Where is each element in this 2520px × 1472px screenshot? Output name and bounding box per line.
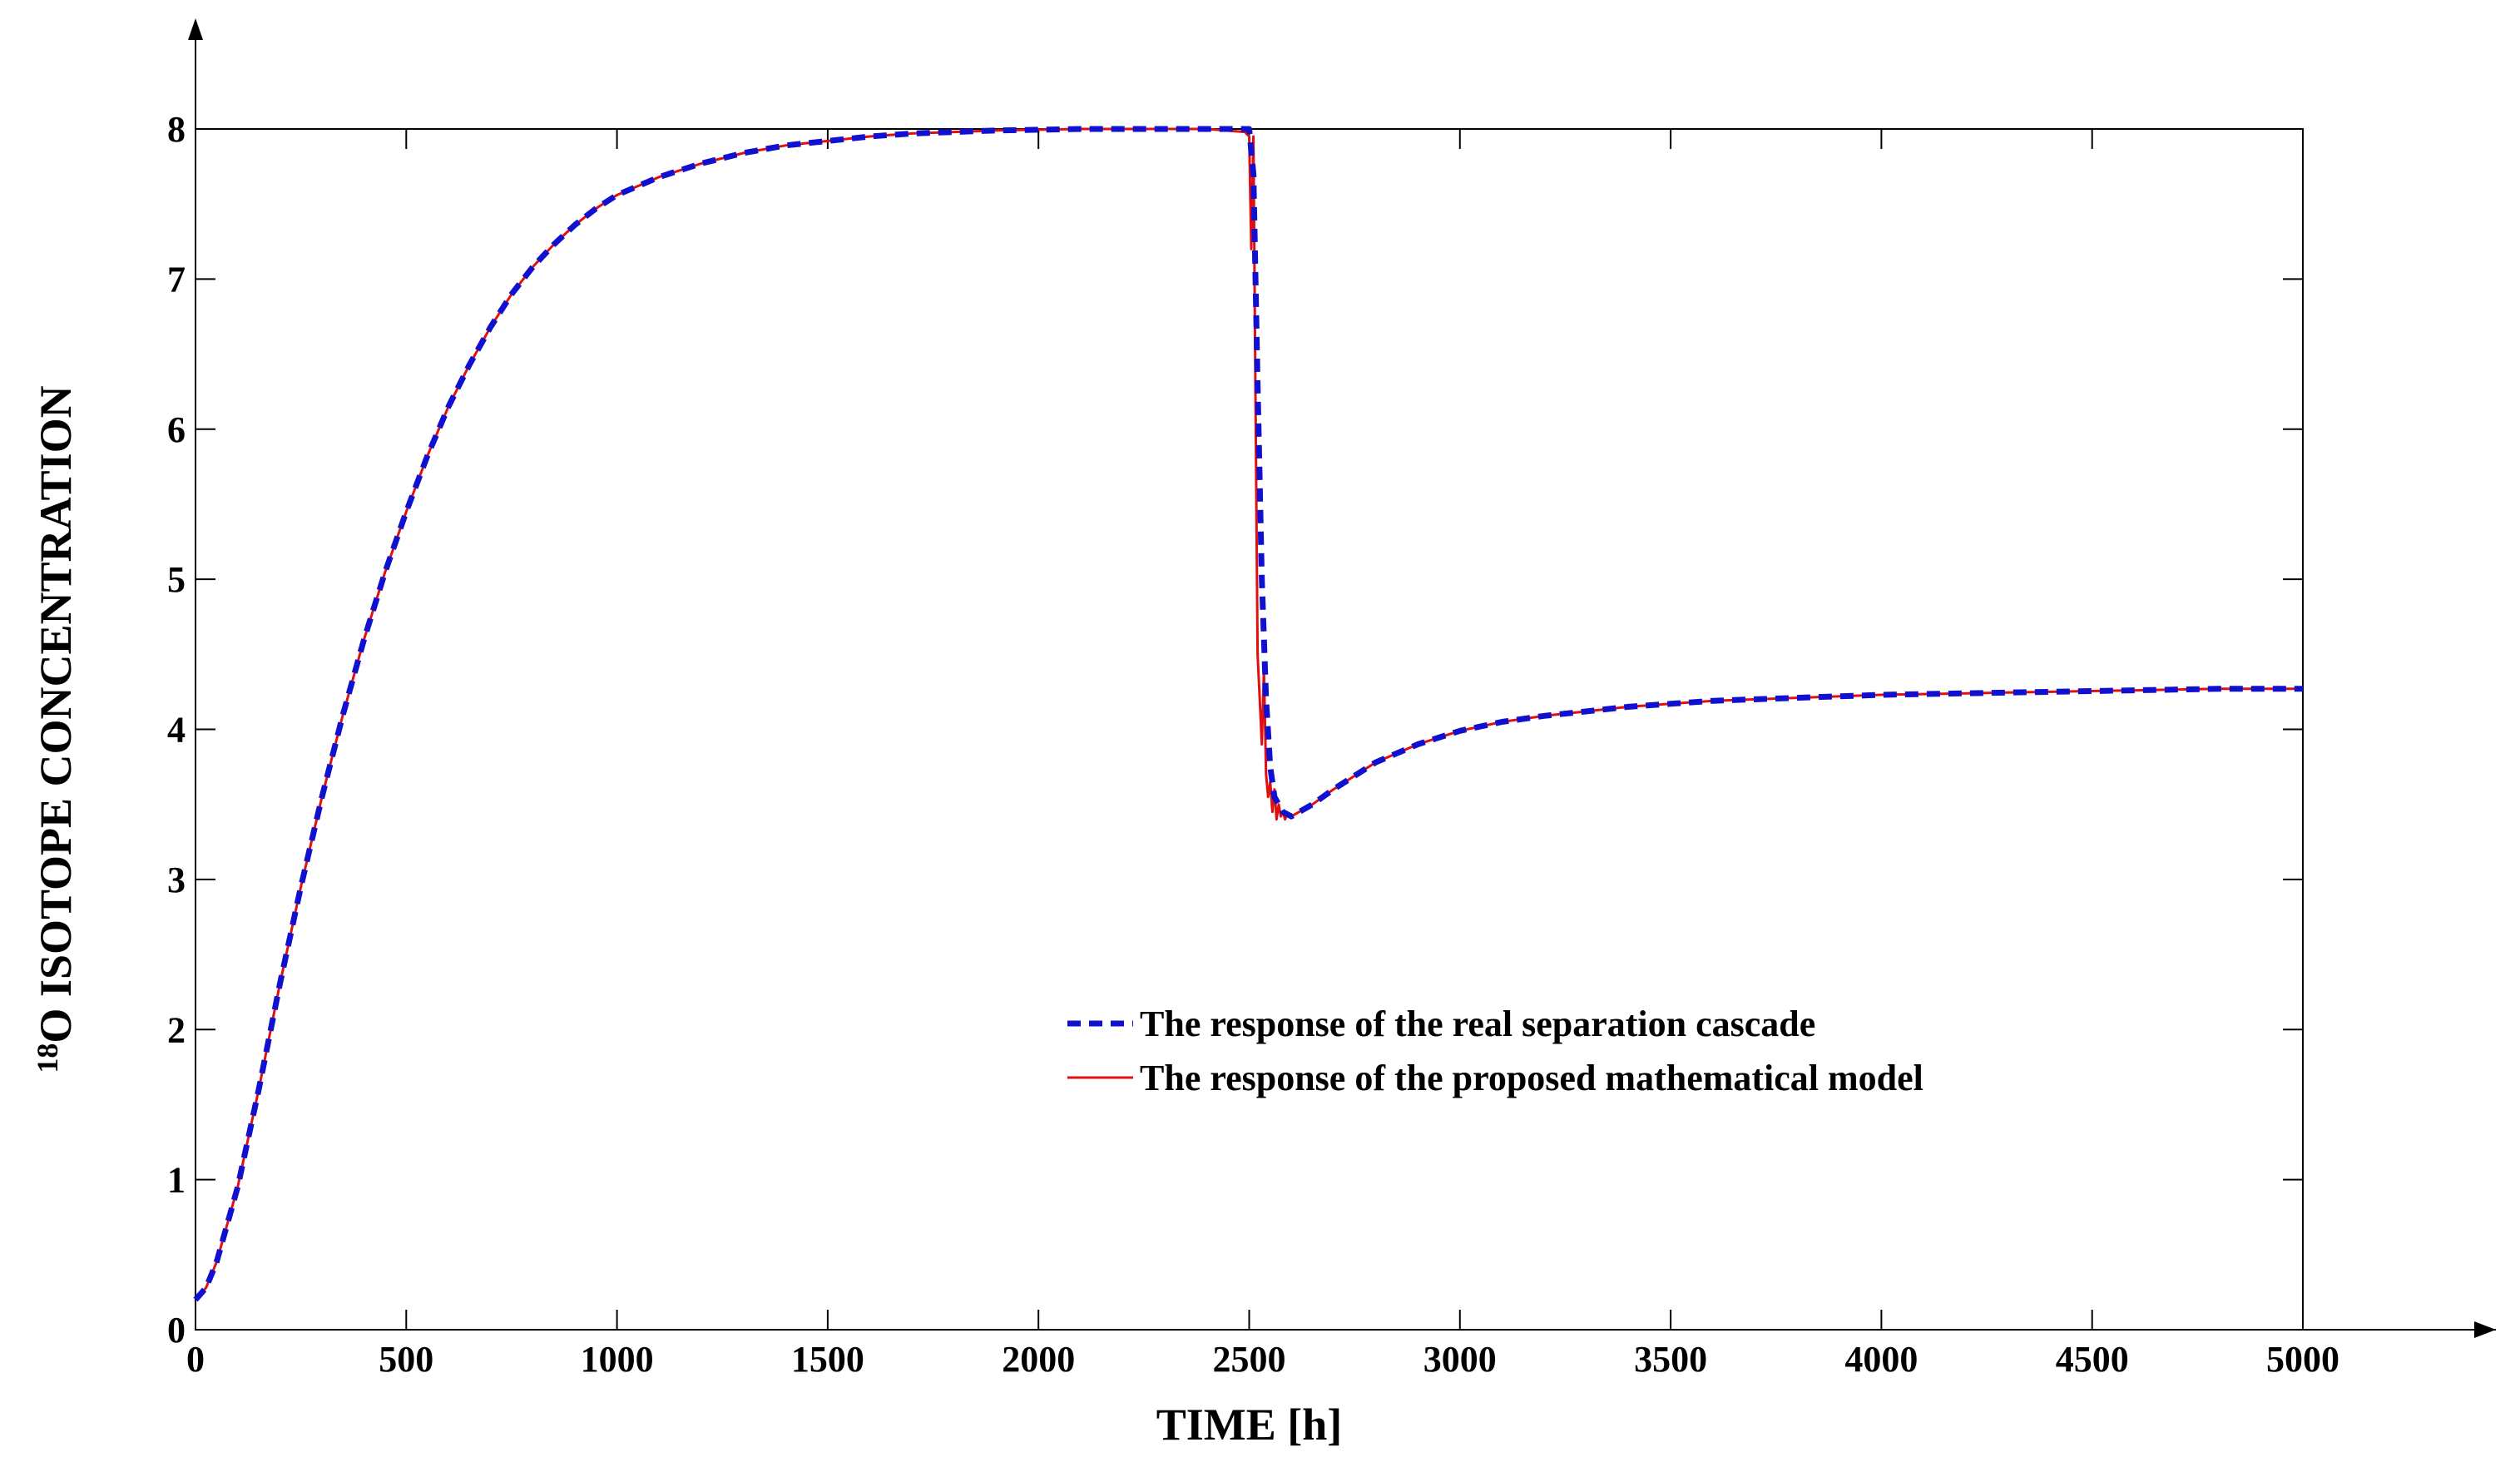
legend: The response of the real separation casc…	[1067, 1004, 1923, 1098]
y-tick-label: 7	[167, 259, 186, 300]
plot-series	[193, 126, 2303, 1302]
y-tick-label: 6	[167, 409, 186, 450]
x-tick-label: 0	[186, 1339, 205, 1380]
y-tick-label: 1	[167, 1160, 186, 1201]
x-tick-label: 3500	[1634, 1339, 1707, 1380]
y-tick-label: 5	[167, 559, 186, 600]
y-axis-arrow-icon	[188, 18, 203, 40]
y-tick-label: 3	[167, 860, 186, 900]
y-axis-title: 18O ISOTOPE CONCENTRATION	[31, 385, 81, 1073]
x-tick-label: 1500	[791, 1339, 864, 1380]
y-tick-label: 0	[167, 1310, 186, 1351]
y-axis-title-main: O ISOTOPE CONCENTRATION	[31, 385, 81, 1043]
x-tick-label: 2000	[1002, 1339, 1075, 1380]
series-line-2	[194, 127, 2303, 1301]
series-line-1	[193, 126, 2303, 1302]
y-tick-label: 4	[167, 710, 186, 751]
legend-label-1: The response of the real separation casc…	[1140, 1004, 1815, 1044]
x-tick-label: 4500	[2056, 1339, 2129, 1380]
x-tick-label: 4000	[1844, 1339, 1918, 1380]
x-axis-title: TIME [h]	[1156, 1400, 1343, 1450]
x-tick-label: 1000	[581, 1339, 654, 1380]
y-axis-title-superscript: 18	[31, 1043, 64, 1073]
x-tick-label: 3000	[1423, 1339, 1497, 1380]
x-tick-label: 2500	[1213, 1339, 1286, 1380]
axes: 0 500 1000 1500 2000 2500 3000 3500 4000 4500 5000…	[167, 18, 2496, 1380]
y-tick-label: 8	[167, 109, 186, 150]
x-axis-arrow-icon	[2474, 1321, 2496, 1338]
legend-label-2: The response of the proposed mathematica…	[1140, 1058, 1923, 1098]
plot-frame	[195, 128, 2304, 1331]
x-tick-label: 5000	[2266, 1339, 2339, 1380]
x-tick-label: 500	[379, 1339, 433, 1380]
y-tick-label: 2	[167, 1009, 186, 1050]
